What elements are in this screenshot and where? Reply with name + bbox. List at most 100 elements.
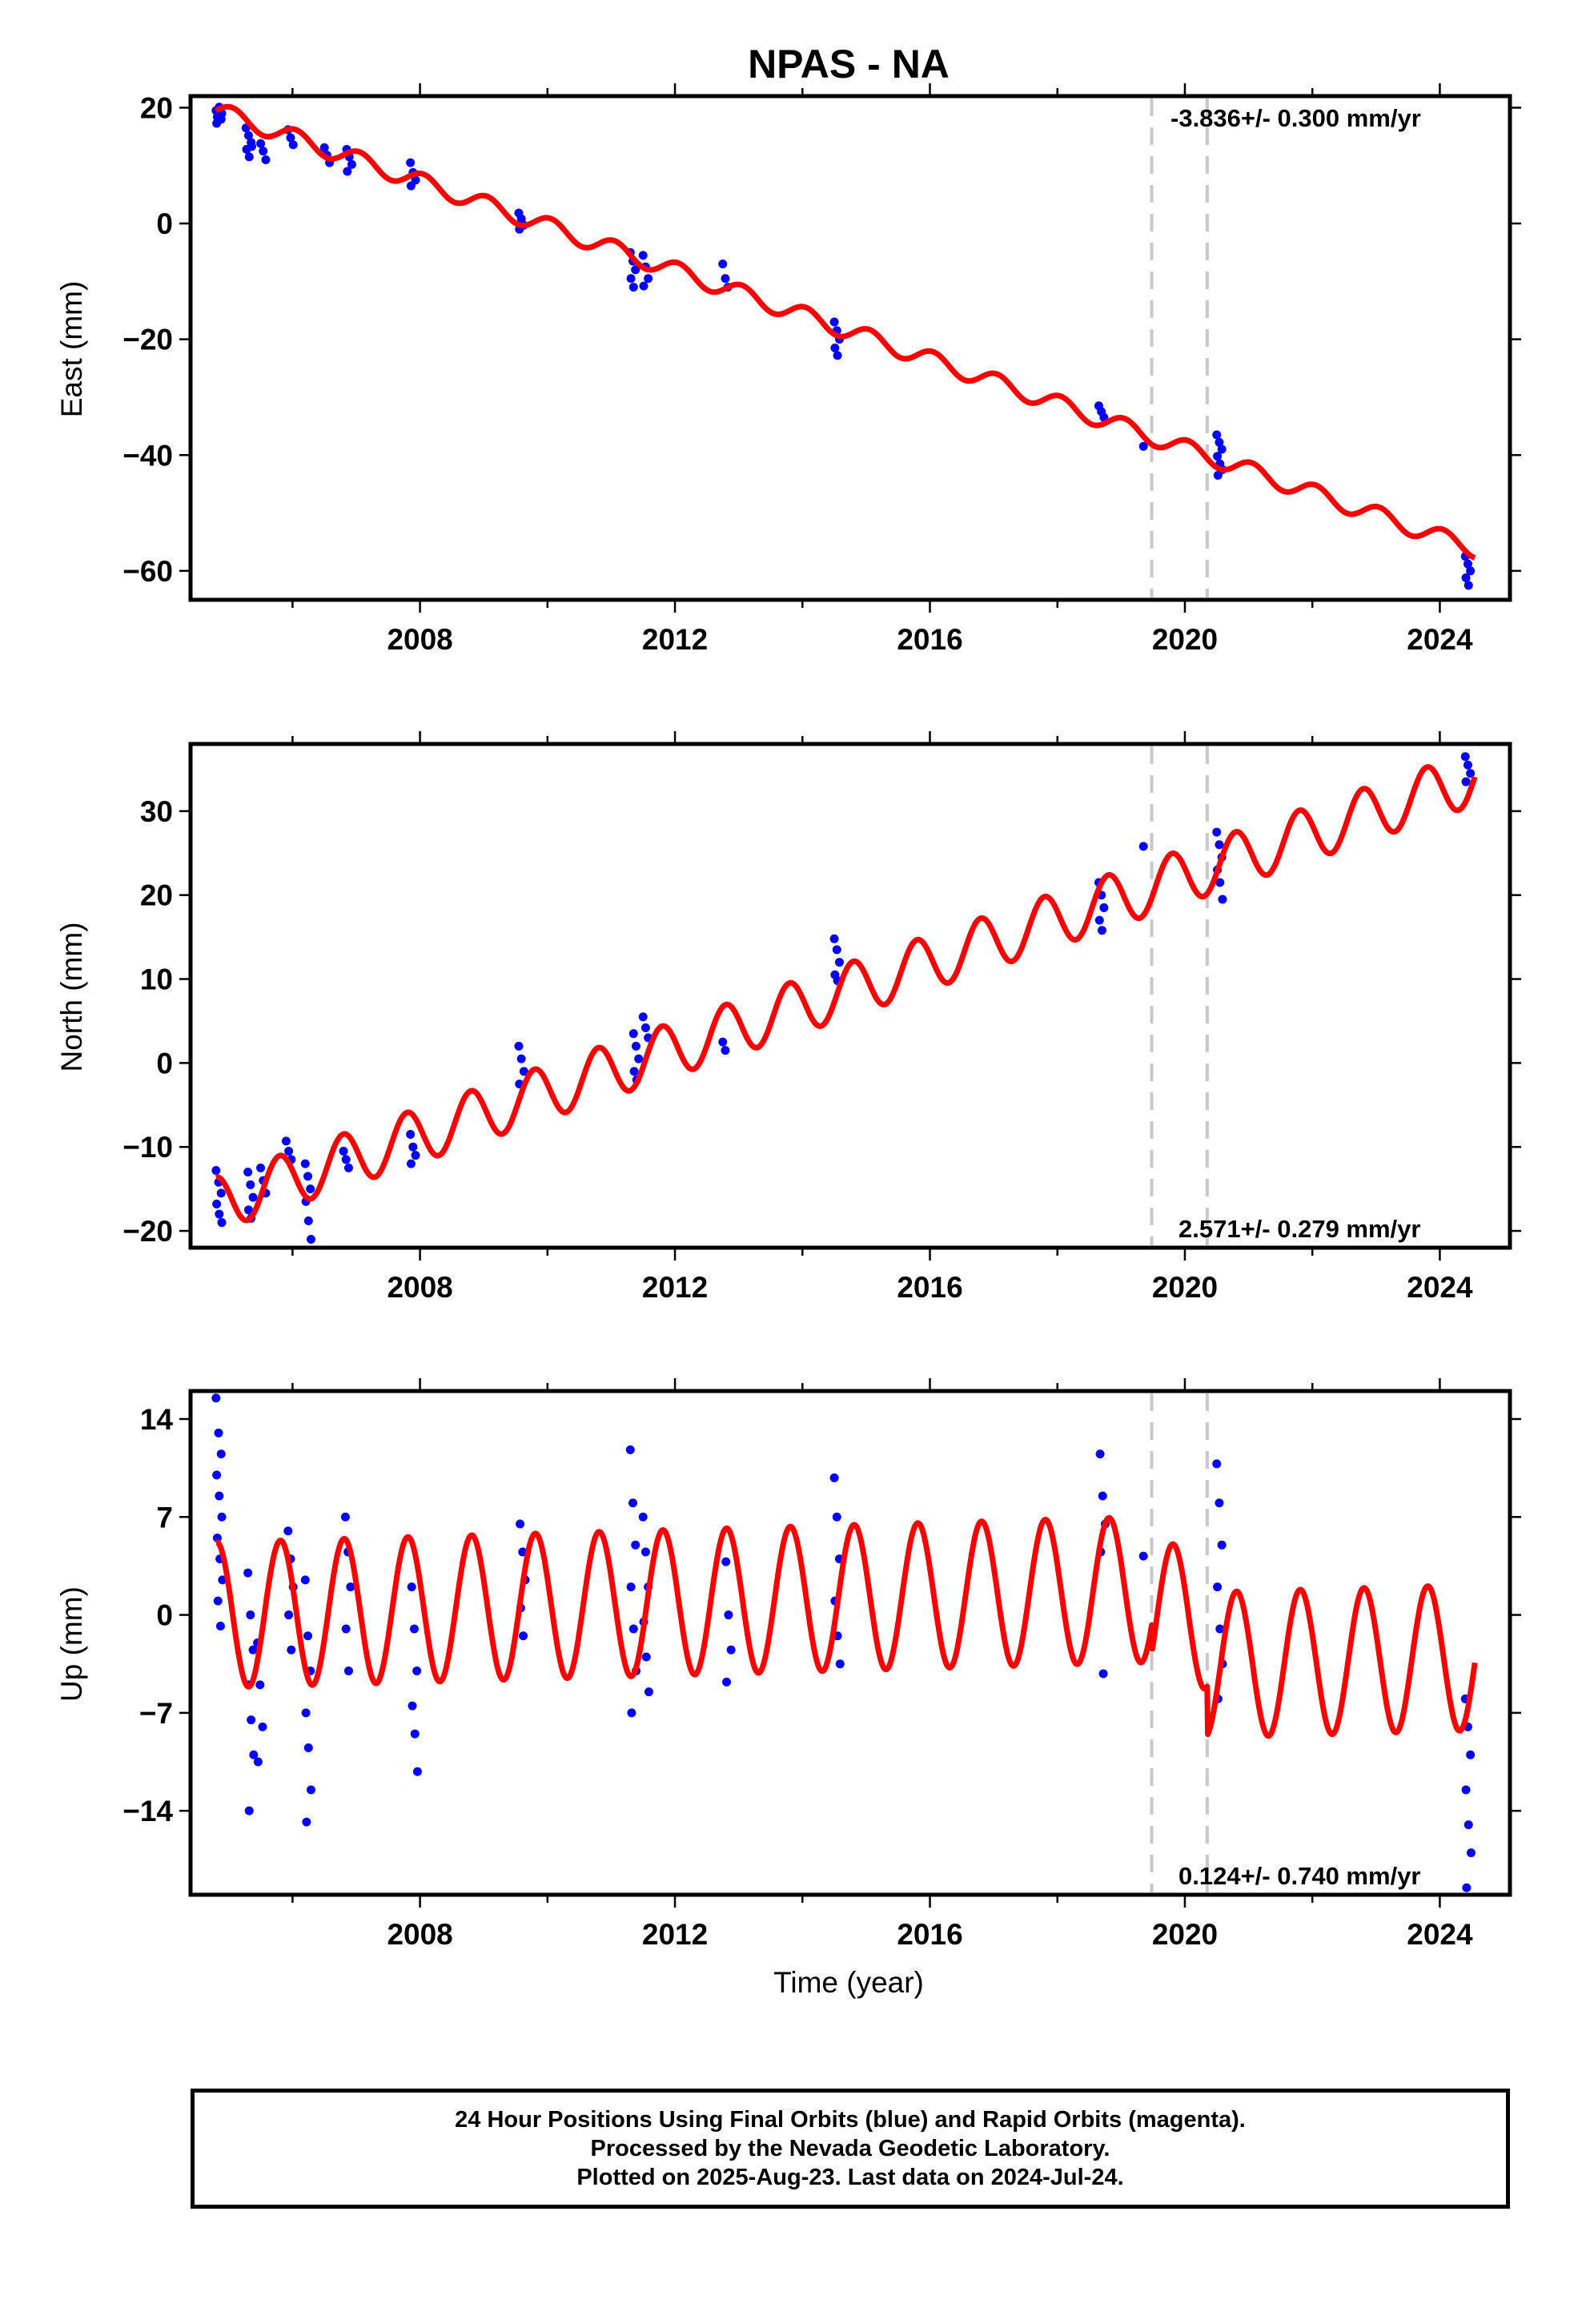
north-xtick-label: 2024 <box>1407 1271 1473 1304</box>
up-xtick-label: 2008 <box>387 1918 452 1951</box>
up-data-point <box>346 1582 355 1592</box>
caption-line-3: Plotted on 2025-Aug-23. Last data on 202… <box>576 2165 1124 2190</box>
up-data-point <box>258 1722 267 1731</box>
up-data-point <box>243 1568 253 1578</box>
up-panel: Up (mm) −14 −7 0 7 14 2008 2012 2016 2020 2024 0.… <box>55 1378 1521 1999</box>
north-data-point <box>631 1041 640 1051</box>
up-data-point <box>1215 1624 1225 1634</box>
east-data-point <box>259 147 268 156</box>
caption-box: 24 Hour Positions Using Final Orbits (bl… <box>191 2089 1510 2209</box>
north-data-point <box>829 934 839 943</box>
east-data-point <box>343 167 352 176</box>
x-axis-label: Time (year) <box>773 1966 924 1999</box>
north-data-point <box>303 1172 312 1181</box>
north-model-curve <box>214 764 1478 1224</box>
up-data-point <box>721 1557 731 1566</box>
north-data-point <box>300 1159 310 1168</box>
north-data-point <box>628 1029 638 1039</box>
up-data-point <box>1098 1491 1107 1501</box>
up-data-point <box>301 1708 311 1718</box>
north-ytick-label: 20 <box>140 879 173 912</box>
up-data-point <box>341 1624 351 1634</box>
north-data-point <box>1461 777 1471 786</box>
up-data-point <box>287 1645 296 1655</box>
caption-line-2: Processed by the Nevada Geodetic Laborat… <box>590 2136 1110 2161</box>
east-data-point <box>721 274 730 283</box>
east-data-point <box>1212 430 1222 440</box>
up-data-point <box>248 1645 258 1655</box>
east-data-point <box>829 317 839 327</box>
north-data-point <box>411 1151 420 1160</box>
north-data-point <box>306 1235 315 1244</box>
up-data-point <box>216 1449 226 1459</box>
up-data-point <box>518 1547 528 1557</box>
up-xtick-label: 2020 <box>1152 1918 1218 1951</box>
up-data-point <box>412 1666 422 1675</box>
up-data-point <box>303 1743 313 1753</box>
up-data-point <box>1212 1459 1222 1469</box>
up-data-point <box>641 1652 651 1662</box>
up-xtick-label: 2012 <box>642 1918 708 1951</box>
east-data-point <box>406 181 416 191</box>
east-data-point <box>638 251 648 260</box>
east-data-point <box>319 143 329 152</box>
up-data-point <box>829 1473 839 1482</box>
up-data-point <box>1095 1449 1105 1459</box>
up-data-point <box>211 1393 221 1403</box>
east-ytick-label: 20 <box>140 91 173 124</box>
north-data-point <box>215 1209 224 1219</box>
east-xtick-label: 2024 <box>1407 623 1473 656</box>
north-data-point <box>1099 903 1109 912</box>
north-xtick-label: 2020 <box>1152 1271 1218 1304</box>
east-xtick-label: 2016 <box>897 623 962 656</box>
up-data-point <box>306 1785 315 1795</box>
north-plot-frame <box>188 742 1512 1250</box>
east-data-point <box>286 133 295 143</box>
up-data-point <box>625 1445 635 1454</box>
east-data-point <box>244 152 254 162</box>
up-data-point <box>726 1645 736 1655</box>
up-marks: −14 −7 0 7 14 2008 2012 2016 2020 2024 <box>122 1378 1521 1951</box>
up-ytick-label: −14 <box>122 1795 173 1827</box>
up-xtick-label: 2024 <box>1407 1918 1473 1951</box>
east-data-point <box>261 155 271 165</box>
up-data-point <box>835 1659 845 1669</box>
north-data-point <box>1218 895 1227 904</box>
up-xtick-label: 2016 <box>897 1918 962 1951</box>
up-data-point <box>340 1512 350 1522</box>
east-marks: −60 −40 −20 0 20 2008 2012 2016 2020 2024 <box>122 83 1521 656</box>
north-xtick-label: 2008 <box>387 1271 452 1304</box>
north-data-point <box>256 1163 266 1172</box>
up-data-point <box>1461 1785 1471 1795</box>
north-data-point <box>832 945 841 955</box>
north-data-point <box>718 1037 728 1047</box>
east-rate-label: -3.836+/- 0.300 mm/yr <box>1170 104 1421 132</box>
east-xtick-label: 2008 <box>387 623 452 656</box>
north-data-point <box>638 1012 648 1022</box>
up-data-point <box>412 1767 422 1776</box>
up-ytick-label: 0 <box>156 1599 173 1632</box>
north-data-point <box>640 1023 650 1032</box>
up-data-point <box>215 1491 224 1501</box>
up-data-point <box>212 1470 222 1480</box>
up-model-curve <box>214 1514 1478 1739</box>
north-data-point <box>721 1046 730 1055</box>
east-plot-frame <box>188 94 1512 602</box>
caption-line-1: 24 Hour Positions Using Final Orbits (bl… <box>455 2107 1246 2133</box>
north-ytick-label: −20 <box>122 1215 173 1248</box>
up-rate-label: 0.124+/- 0.740 mm/yr <box>1178 1862 1420 1890</box>
north-ytick-label: 10 <box>140 963 173 996</box>
up-data-point <box>408 1701 417 1711</box>
north-ytick-label: 30 <box>140 795 173 828</box>
up-data-point <box>631 1540 640 1550</box>
east-data-point <box>830 344 840 352</box>
east-data-point <box>256 139 266 148</box>
east-data-point <box>718 259 728 269</box>
up-data-point <box>1217 1540 1227 1550</box>
north-data-point <box>1460 752 1470 762</box>
up-data-point <box>212 1533 222 1542</box>
north-data-point <box>1212 827 1222 837</box>
up-data-point <box>247 1715 256 1725</box>
up-data-point <box>255 1680 265 1690</box>
east-y-label: East (mm) <box>55 281 88 418</box>
